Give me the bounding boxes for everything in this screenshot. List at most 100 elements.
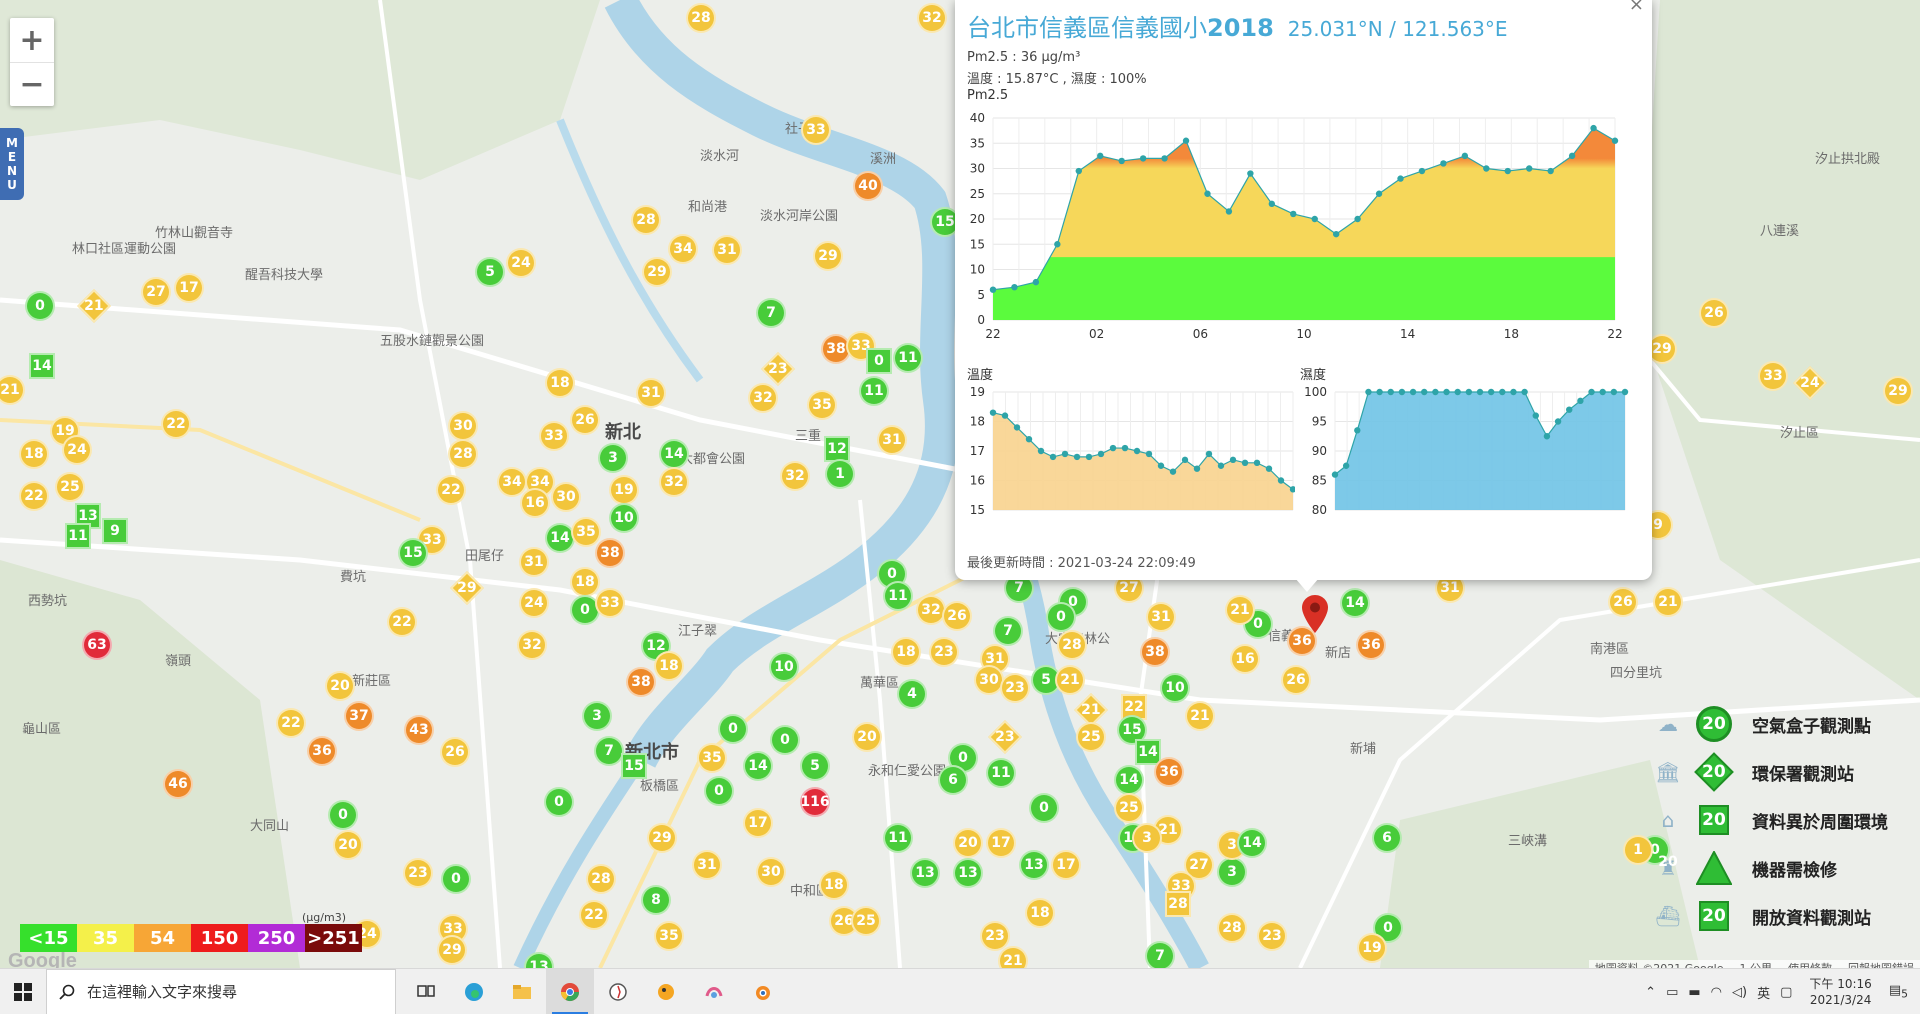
zoom-out-button[interactable]: − — [10, 62, 54, 106]
station-marker[interactable]: 14 — [1237, 828, 1267, 858]
station-marker[interactable]: 0 — [770, 725, 800, 755]
station-marker[interactable]: 22 — [579, 900, 609, 930]
station-marker[interactable]: 18 — [891, 637, 921, 667]
station-marker[interactable]: 3 — [598, 443, 628, 473]
station-marker[interactable]: 0 — [328, 800, 358, 830]
station-marker[interactable]: 35 — [571, 517, 601, 547]
station-marker[interactable]: 14 — [1114, 765, 1144, 795]
station-marker[interactable]: 31 — [877, 425, 907, 455]
ime-indicator[interactable]: 英 — [1757, 986, 1771, 1002]
station-marker[interactable]: 15 — [621, 753, 647, 779]
station-marker[interactable]: 8 — [641, 885, 671, 915]
station-marker[interactable]: 33 — [1758, 361, 1788, 391]
station-marker[interactable]: 27 — [141, 277, 171, 307]
station-marker[interactable]: 19 — [609, 475, 639, 505]
station-marker[interactable]: 30 — [448, 411, 478, 441]
file-explorer-icon[interactable] — [498, 969, 546, 1014]
station-marker[interactable]: 28 — [686, 3, 716, 33]
station-marker[interactable]: 31 — [692, 850, 722, 880]
station-marker[interactable]: 7 — [993, 616, 1023, 646]
station-marker[interactable]: 10 — [769, 652, 799, 682]
station-marker[interactable]: 31 — [1146, 602, 1176, 632]
station-marker[interactable]: 28 — [1217, 913, 1247, 943]
station-marker[interactable]: 22 — [276, 708, 306, 738]
app-icon-2[interactable] — [642, 969, 690, 1014]
station-marker[interactable]: 34 — [497, 467, 527, 497]
station-marker[interactable]: 32 — [517, 630, 547, 660]
station-marker[interactable]: 23 — [929, 637, 959, 667]
station-marker[interactable]: 5 — [475, 257, 505, 287]
station-marker[interactable]: 3 — [1132, 823, 1162, 853]
station-marker[interactable]: 0 — [1046, 602, 1076, 632]
station-marker[interactable]: 31 — [712, 235, 742, 265]
station-marker[interactable]: 23 — [1257, 921, 1287, 951]
station-marker[interactable]: 0 — [1029, 793, 1059, 823]
station-marker[interactable]: 14 — [743, 751, 773, 781]
station-marker[interactable]: 17 — [743, 808, 773, 838]
chrome-icon[interactable] — [546, 968, 594, 1014]
station-marker[interactable]: 7 — [1145, 941, 1175, 968]
station-marker[interactable]: 29 — [813, 241, 843, 271]
station-marker[interactable]: 25 — [55, 472, 85, 502]
station-marker[interactable]: 21 — [998, 946, 1028, 968]
station-marker[interactable]: 13 — [910, 858, 940, 888]
station-marker[interactable]: 11 — [986, 758, 1016, 788]
station-marker[interactable]: 4 — [897, 679, 927, 709]
station-marker[interactable]: 22 — [436, 475, 466, 505]
station-marker[interactable]: 23 — [980, 921, 1010, 951]
station-marker[interactable]: 35 — [807, 390, 837, 420]
station-marker[interactable]: 34 — [668, 234, 698, 264]
station-marker[interactable]: 11 — [883, 823, 913, 853]
wifi-icon[interactable]: ◠ — [1710, 984, 1723, 1000]
station-marker[interactable]: 33 — [417, 525, 447, 555]
station-marker[interactable]: 31 — [519, 547, 549, 577]
station-marker[interactable]: 29 — [1647, 334, 1677, 364]
station-marker[interactable]: 11 — [883, 581, 913, 611]
station-marker[interactable]: 63 — [82, 630, 112, 660]
station-marker[interactable]: 33 — [539, 421, 569, 451]
station-marker[interactable]: 16 — [1230, 644, 1260, 674]
station-marker[interactable]: 38 — [595, 538, 625, 568]
station-marker[interactable]: 0 — [866, 348, 892, 374]
station-marker[interactable]: 22 — [387, 607, 417, 637]
station-marker[interactable]: 12 — [641, 631, 671, 661]
station-marker[interactable]: 14 — [1135, 739, 1161, 765]
station-marker[interactable]: 28 — [1057, 630, 1087, 660]
station-marker[interactable]: 25 — [851, 906, 881, 936]
station-marker[interactable]: 16 — [520, 488, 550, 518]
station-marker[interactable]: 26 — [570, 405, 600, 435]
station-marker[interactable]: 30 — [551, 482, 581, 512]
station-marker[interactable]: 18 — [19, 439, 49, 469]
station-marker[interactable]: 18 — [570, 567, 600, 597]
station-marker[interactable]: 7 — [756, 298, 786, 328]
selected-location-pin-icon[interactable] — [1302, 595, 1328, 633]
start-button[interactable] — [0, 969, 46, 1014]
station-marker[interactable]: 18 — [654, 651, 684, 681]
station-marker[interactable]: 32 — [916, 595, 946, 625]
edge-icon[interactable] — [450, 969, 498, 1014]
station-marker[interactable]: 37 — [344, 701, 374, 731]
station-marker[interactable]: 35 — [654, 921, 684, 951]
station-marker[interactable]: 23 — [403, 858, 433, 888]
terms-link[interactable]: 使用條款 — [1788, 960, 1832, 968]
app-icon-3[interactable] — [690, 969, 738, 1014]
volume-icon[interactable]: ◁) — [1732, 984, 1748, 1000]
station-marker[interactable]: 20 — [325, 671, 355, 701]
station-marker[interactable]: 11 — [65, 523, 91, 549]
station-marker[interactable]: 11 — [859, 376, 889, 406]
report-error-link[interactable]: 回報地圖錯誤 — [1848, 960, 1914, 968]
station-marker[interactable]: 7 — [594, 736, 624, 766]
station-marker[interactable]: 17 — [174, 273, 204, 303]
station-marker[interactable]: 29 — [437, 935, 467, 965]
station-marker[interactable]: 26 — [1281, 665, 1311, 695]
station-marker[interactable]: 13 — [953, 858, 983, 888]
station-marker[interactable]: 29 — [642, 257, 672, 287]
station-marker[interactable]: 40 — [853, 171, 883, 201]
station-marker[interactable]: 20 — [852, 722, 882, 752]
station-marker[interactable]: 23 — [1000, 673, 1030, 703]
station-marker[interactable]: 3 — [1217, 857, 1247, 887]
station-marker[interactable]: 24 — [519, 588, 549, 618]
station-marker[interactable]: 21 — [1653, 587, 1683, 617]
station-marker[interactable]: 0 — [718, 714, 748, 744]
station-marker[interactable]: 0 — [704, 776, 734, 806]
